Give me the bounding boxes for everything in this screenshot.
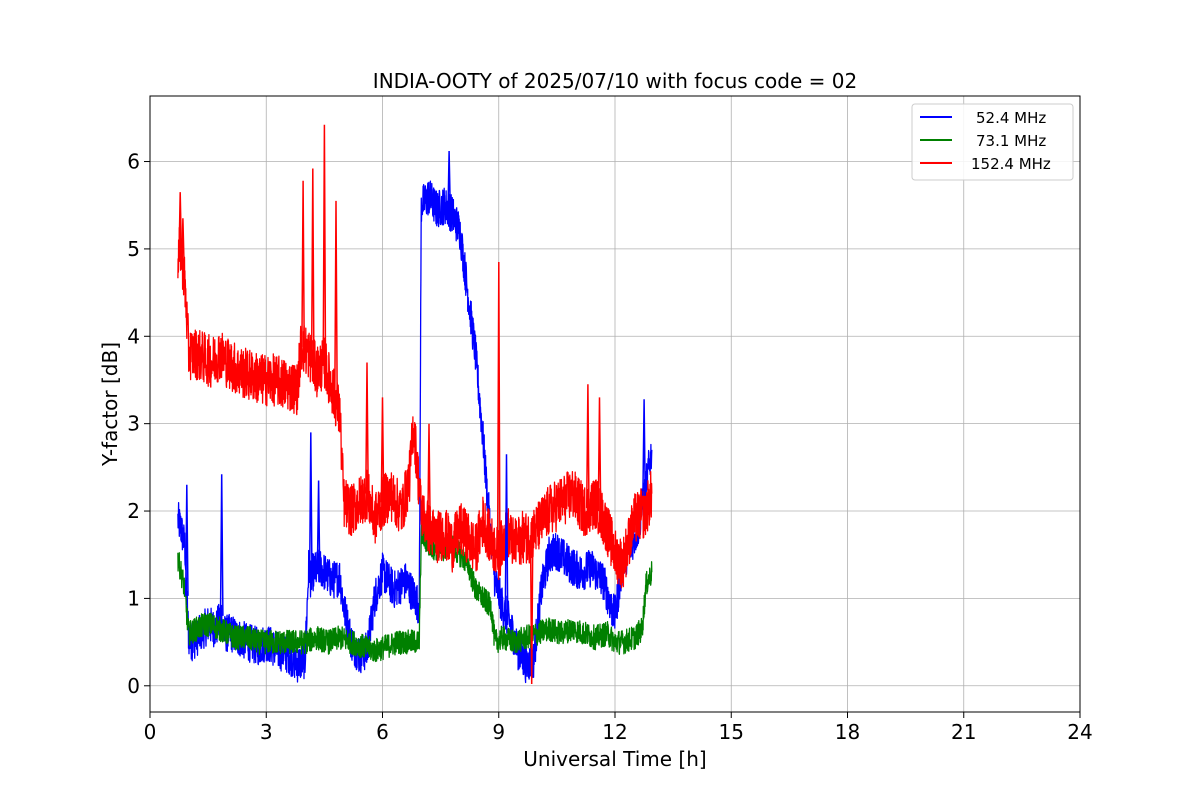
- spike-524mhz: [447, 150, 452, 211]
- spike-1524mhz: [585, 384, 590, 509]
- legend-label-152mhz: 152.4 MHz: [971, 155, 1051, 173]
- legend-label-73mhz: 73.1 MHz: [976, 132, 1046, 150]
- y-tick-label: 0: [127, 674, 140, 698]
- chart-title: INDIA-OOTY of 2025/07/10 with focus code…: [373, 69, 857, 93]
- x-tick-label: 12: [602, 720, 627, 744]
- spike-524mhz: [308, 432, 313, 581]
- series-line-524mhz: [177, 180, 653, 684]
- spike-524mhz: [316, 480, 321, 569]
- spike-524mhz: [504, 454, 509, 616]
- y-tick-label: 2: [127, 499, 140, 523]
- y-axis-label: Y-factor [dB]: [98, 342, 122, 467]
- x-tick-label: 0: [144, 720, 157, 744]
- y-tick-label: 1: [127, 586, 140, 610]
- spike-1524mhz: [597, 397, 602, 512]
- x-tick-label: 6: [376, 720, 389, 744]
- y-tick-label: 3: [127, 412, 140, 436]
- spike-524mhz: [642, 399, 646, 496]
- y-tick-label: 5: [127, 237, 140, 261]
- spike-1524mhz: [178, 192, 183, 252]
- spike-1524mhz: [181, 218, 185, 267]
- x-axis-label: Universal Time [h]: [523, 747, 706, 771]
- spike-1524mhz: [496, 261, 501, 555]
- spike-524mhz: [184, 484, 189, 596]
- spike-1524mhz: [529, 535, 534, 685]
- spike-1524mhz: [301, 180, 305, 348]
- spike-1524mhz: [380, 397, 385, 503]
- spike-524mhz: [219, 474, 224, 616]
- spike-1524mhz: [322, 124, 327, 363]
- x-tick-label: 3: [260, 720, 273, 744]
- x-tick-label: 9: [492, 720, 505, 744]
- series-line-731mhz: [177, 521, 653, 663]
- x-tick-label: 21: [951, 720, 976, 744]
- x-tick-label: 24: [1067, 720, 1092, 744]
- x-tick-label: 15: [719, 720, 744, 744]
- spike-1524mhz: [365, 362, 369, 494]
- series-line-1524mhz: [177, 227, 653, 589]
- legend-box: [911, 103, 1074, 181]
- spike-1524mhz: [310, 168, 315, 363]
- spike-1524mhz: [334, 200, 338, 402]
- legend-label-52mhz: 52.4 MHz: [976, 109, 1046, 127]
- series-lines: [177, 124, 653, 685]
- legend: 52.4 MHz 73.1 MHz 152.4 MHz: [911, 103, 1074, 181]
- y-tick-label: 6: [127, 150, 140, 174]
- x-tick-label: 18: [835, 720, 860, 744]
- y-tick-label: 4: [127, 324, 140, 348]
- spike-1524mhz: [427, 423, 431, 529]
